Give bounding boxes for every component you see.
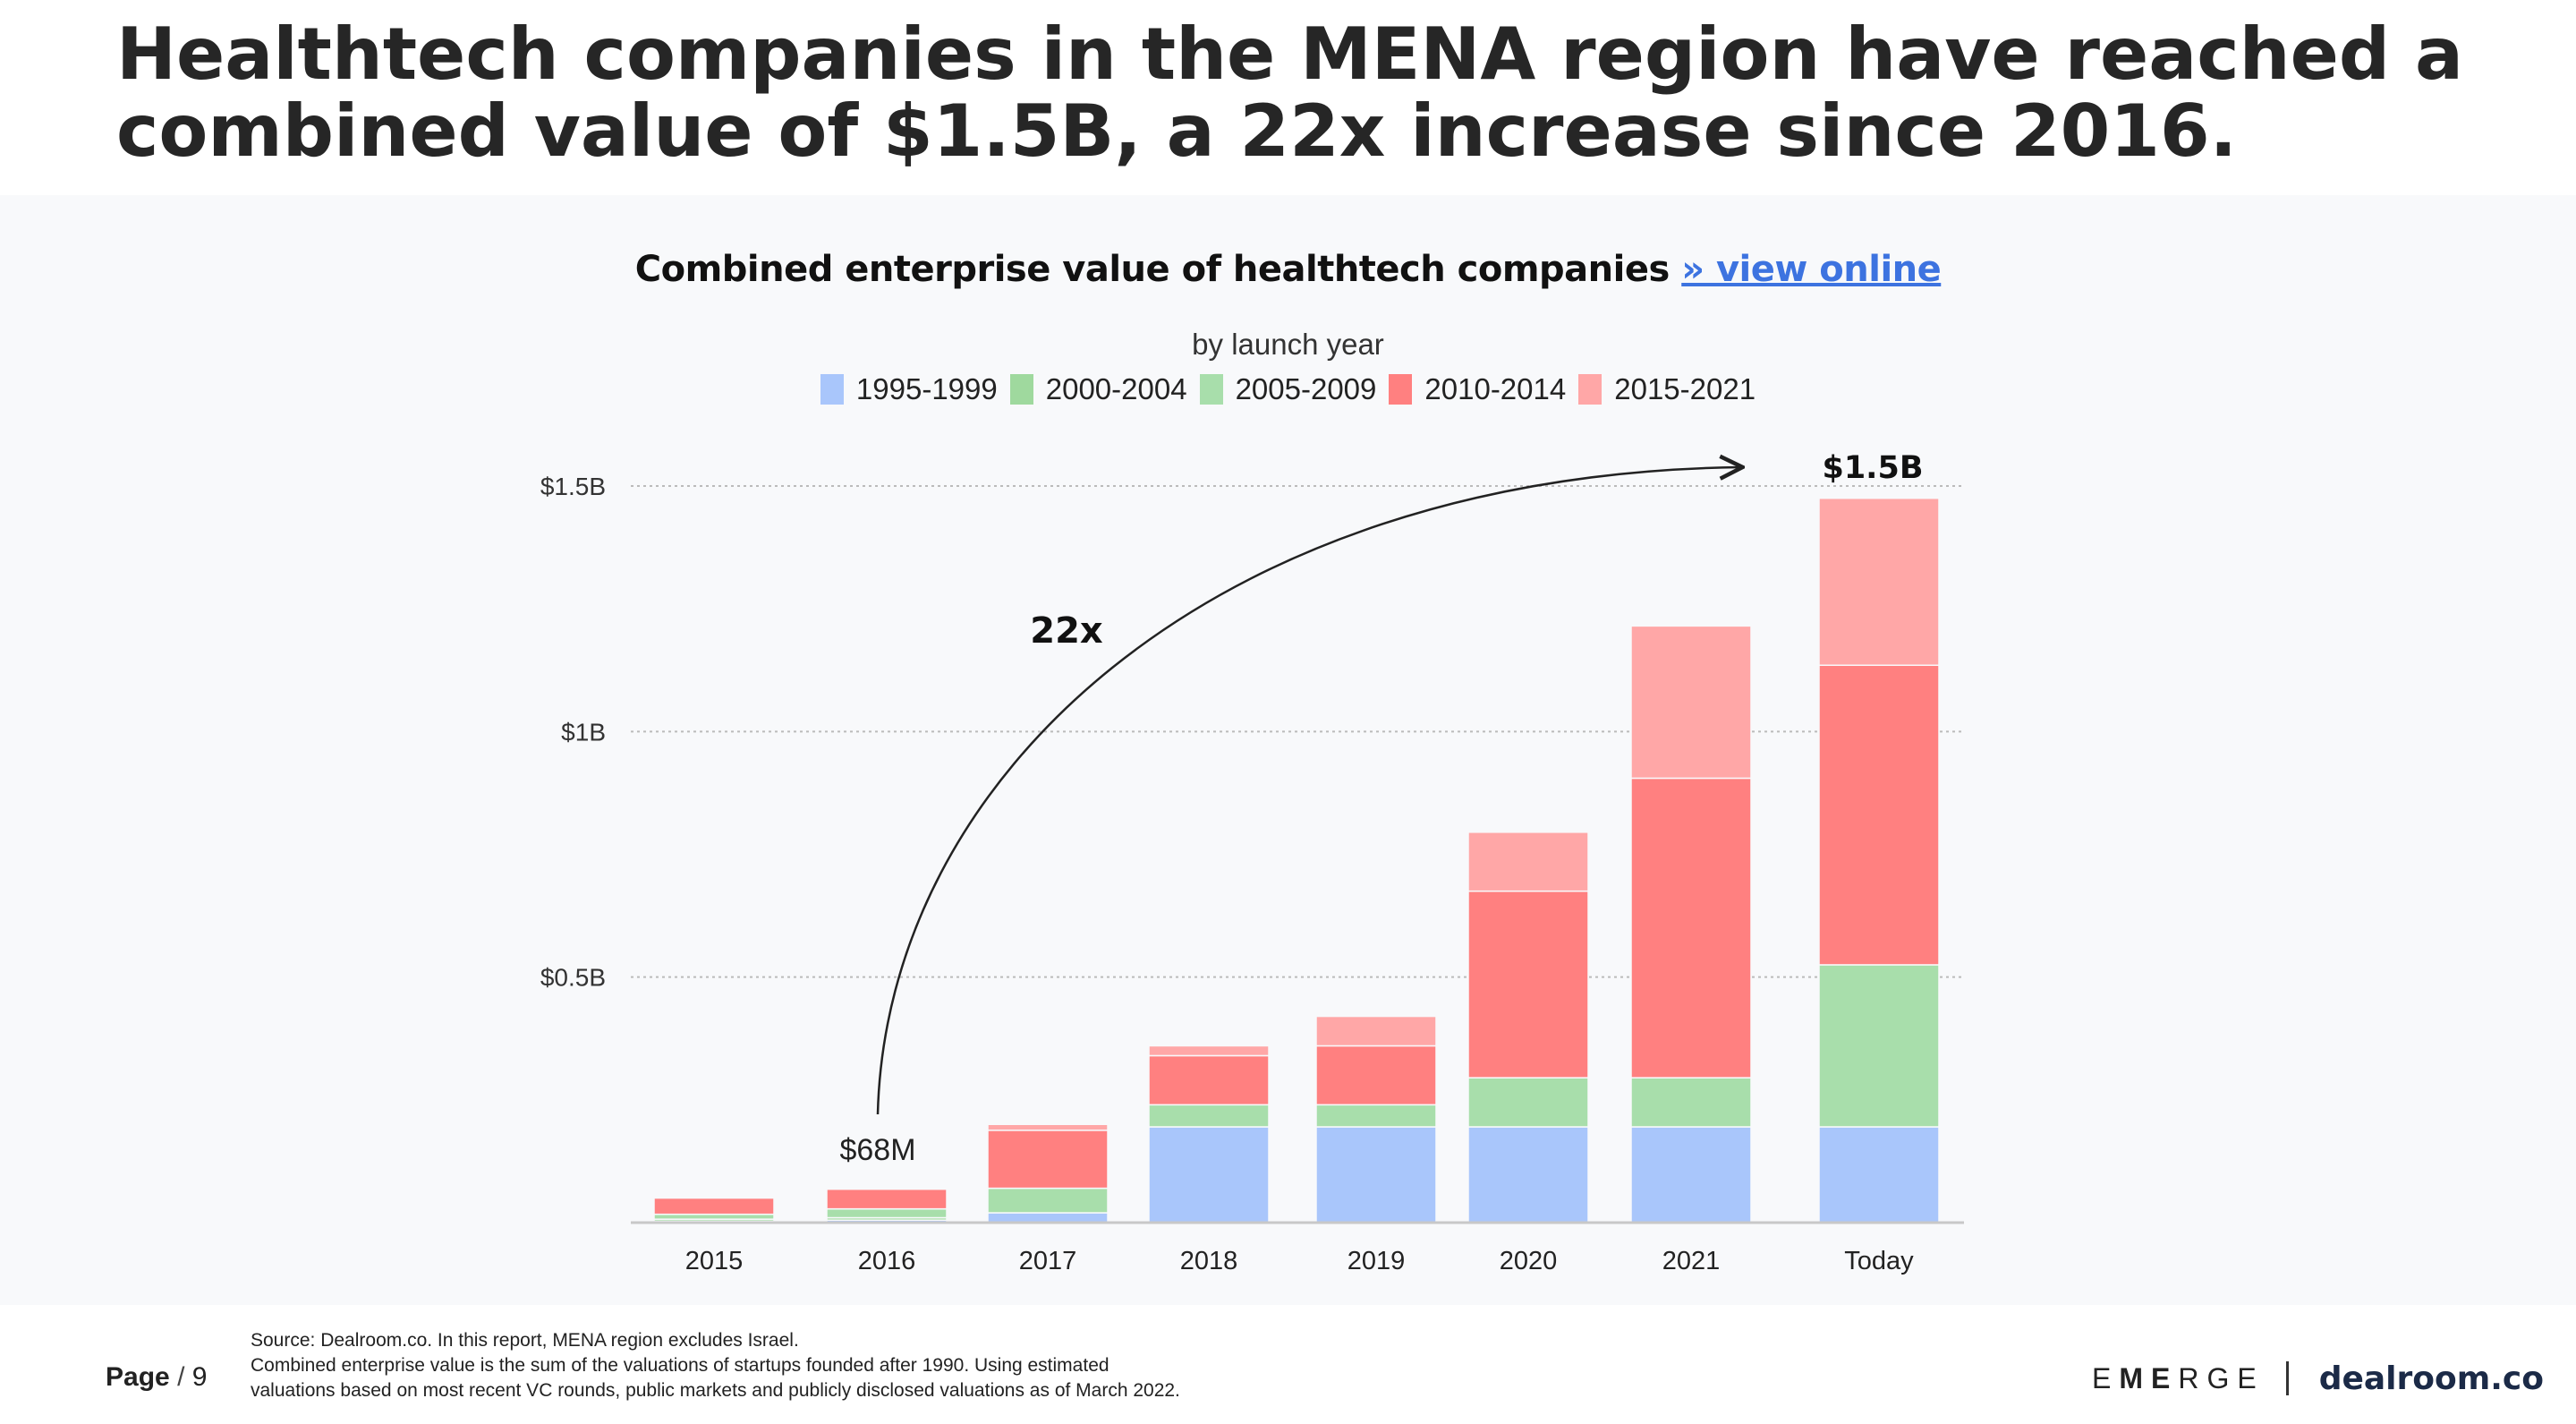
bar-segment (1630, 625, 1752, 780)
bar-segment (1315, 1045, 1437, 1106)
y-tick-label: $1B (561, 718, 606, 746)
legend-item: 1995-1999 (820, 372, 998, 406)
bar-segment (1148, 1126, 1270, 1224)
bar-segment (1467, 890, 1589, 1079)
page-headline: Healthtech companies in the MENA region … (116, 13, 2463, 173)
x-tick-label: 2017 (1019, 1247, 1077, 1275)
legend-swatch (1578, 374, 1603, 405)
emerge-logo-part-1: E (2092, 1361, 2120, 1394)
legend-label: 2000-2004 (1045, 372, 1187, 405)
chart-title-text: Combined enterprise value of healthtech … (634, 249, 1671, 290)
x-tick-label: 2020 (1500, 1247, 1558, 1275)
emerge-logo-part-2: ME (2119, 1361, 2179, 1394)
legend-label: 2010-2014 (1424, 372, 1567, 405)
bar-segment (826, 1188, 948, 1210)
chart-legend: 1995-1999 2000-2004 2005-2009 2010-2014 2015… (0, 372, 2576, 406)
x-tick-label: Today (1844, 1247, 1914, 1275)
dealroom-logo: dealroom.co (2318, 1360, 2544, 1397)
legend-label: 1995-1999 (855, 372, 998, 405)
chart-panel (0, 195, 2576, 1305)
annotation-growth-multiplier: 22x (1030, 610, 1103, 652)
bar-segment (653, 1197, 775, 1215)
x-tick-label: 2019 (1348, 1247, 1406, 1275)
bar-segment (1467, 1077, 1589, 1128)
chart-title: Combined enterprise value of healthtech … (0, 249, 2576, 290)
y-tick-label: $1.5B (540, 473, 606, 500)
x-tick-label: 2018 (1180, 1247, 1238, 1275)
annotation-2016-value: $68M (839, 1133, 915, 1167)
bar-segment (1148, 1045, 1270, 1057)
brand-logos: EMERGE dealroom.co (2092, 1355, 2544, 1402)
page-number-value: 9 (191, 1362, 208, 1392)
legend-item: 2000-2004 (1009, 372, 1187, 406)
bar-segment (1148, 1104, 1270, 1128)
emerge-logo-part-3: RGE (2178, 1361, 2265, 1394)
page-label: Page (106, 1362, 170, 1392)
brand-divider (2285, 1361, 2289, 1395)
bar-segment (1315, 1015, 1437, 1047)
page-separator: / (177, 1362, 185, 1392)
legend-item: 2010-2014 (1389, 372, 1566, 406)
legend-swatch (1389, 374, 1413, 405)
bar-segment (653, 1213, 775, 1220)
legend-item: 2005-2009 (1199, 372, 1377, 406)
x-tick-label: 2021 (1662, 1247, 1721, 1275)
legend-label: 2005-2009 (1235, 372, 1377, 405)
legend-swatch (1009, 374, 1033, 405)
legend-item: 2015-2021 (1578, 372, 1756, 406)
annotation-today-value: $1.5B (1822, 450, 1923, 486)
bar-segment (826, 1207, 948, 1219)
bar-segment (1467, 831, 1589, 892)
legend-swatch (1199, 374, 1223, 405)
headline-line-2: combined value of $1.5B, a 22x increase … (116, 90, 2237, 173)
bar-segment (1818, 664, 1940, 966)
bar-segment (1818, 497, 1940, 667)
bar-segment (1818, 1126, 1940, 1224)
bar-segment (987, 1212, 1109, 1224)
bar-segment (987, 1130, 1109, 1190)
bar-segment (987, 1123, 1109, 1131)
view-online-link[interactable]: » view online (1681, 249, 1942, 290)
bar-segment (1315, 1104, 1437, 1128)
bar-segment (987, 1187, 1109, 1214)
source-note: Source: Dealroom.co. In this report, MEN… (251, 1328, 1503, 1403)
legend-label: 2015-2021 (1614, 372, 1756, 405)
bar-segment (1818, 964, 1940, 1128)
emerge-logo: EMERGE (2092, 1362, 2265, 1395)
page-number: Page / 9 (106, 1362, 207, 1393)
bar-segment (1467, 1126, 1589, 1224)
source-line-3: valuations based on most recent VC round… (251, 1380, 1180, 1401)
x-tick-label: 2016 (858, 1247, 916, 1275)
bar-segment (1630, 1077, 1752, 1128)
bar-segment (1630, 1126, 1752, 1224)
growth-arrow (876, 467, 1740, 1115)
source-line-2: Combined enterprise value is the sum of … (251, 1355, 1109, 1376)
headline-line-1: Healthtech companies in the MENA region … (116, 13, 2463, 96)
y-tick-label: $0.5B (540, 964, 606, 992)
legend-swatch (820, 374, 844, 405)
x-tick-label: 2015 (685, 1247, 744, 1275)
chart-subtitle: by launch year (1192, 328, 1384, 361)
bar-segment (1630, 777, 1752, 1079)
source-line-1: Source: Dealroom.co. In this report, MEN… (251, 1330, 799, 1351)
bar-segment (1315, 1126, 1437, 1224)
bar-segment (1148, 1054, 1270, 1106)
